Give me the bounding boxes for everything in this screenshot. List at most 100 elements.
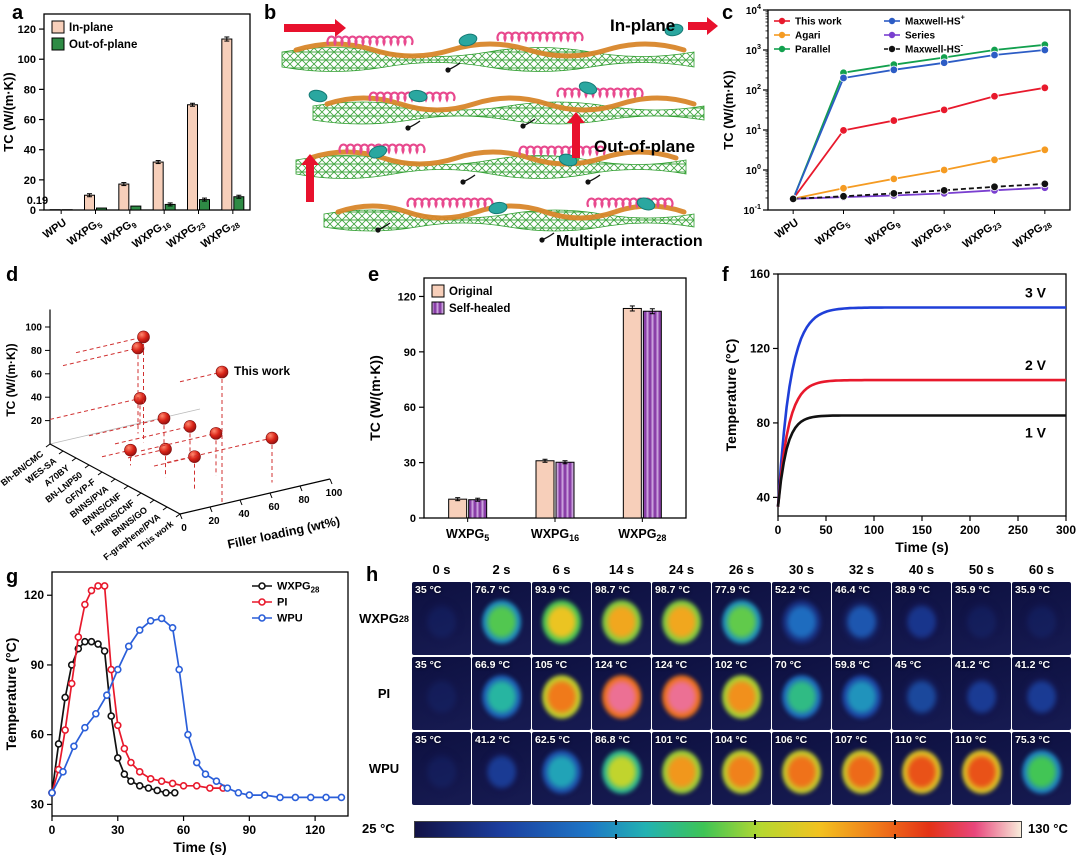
- thermal-cell: 105 °C: [532, 657, 591, 730]
- thermal-blob: [839, 748, 884, 797]
- thermal-blob: [719, 748, 764, 797]
- row-label: PI: [377, 686, 391, 701]
- x-tick-label: 0: [49, 823, 56, 837]
- y-tick-label: 80: [24, 84, 36, 96]
- temperature-label: 45 °C: [895, 659, 922, 671]
- z-tick-label: 60: [31, 369, 43, 380]
- colorbar-tick: [894, 834, 897, 839]
- data-point: [889, 189, 899, 198]
- row-label: WXPG 28: [359, 611, 409, 626]
- thermal-cell: 35.9 °C: [952, 582, 1011, 655]
- panel-f-line-chart: 0 50 100 150 200 250 300 40 80 120 160 Time (s) Temp…: [720, 262, 1080, 562]
- thermal-blob: [779, 748, 824, 797]
- data-point: [184, 730, 192, 739]
- data-point: [61, 693, 69, 702]
- interaction-dot: [585, 179, 591, 185]
- data-point: [209, 427, 223, 440]
- thermal-cell: 59.8 °C: [832, 657, 891, 730]
- time-label: 2 s: [492, 562, 511, 577]
- thermal-cell: 93.9 °C: [532, 582, 591, 655]
- data-point: [120, 744, 129, 753]
- data-point: [206, 784, 214, 792]
- pink-coil: [556, 87, 644, 99]
- thermal-cell: 104 °C: [712, 732, 771, 805]
- series-label: 1 V: [1025, 424, 1047, 440]
- x-tick-label: WXPG28: [199, 216, 242, 252]
- data-point: [113, 754, 122, 762]
- z-tick-label: 80: [31, 346, 43, 357]
- row-label: WPU: [368, 761, 400, 776]
- y-tick-label: 90: [404, 347, 416, 359]
- line-chart-svg: 0 50 100 150 200 250 300 40 80 120 160 Time (s) Temp…: [723, 267, 1076, 555]
- thermal-cell: 98.7 °C: [652, 582, 711, 655]
- y-tick-label: 20: [24, 175, 36, 187]
- plot-frame: [767, 9, 1071, 211]
- polymer-fiber: [324, 95, 697, 113]
- y-tick-label: 100: [746, 162, 761, 177]
- y-tick-label: 40: [757, 490, 771, 504]
- data-point: [127, 758, 135, 767]
- y-axis-label: Temperature (°C): [723, 339, 739, 452]
- temperature-label: 102 °C: [715, 659, 748, 671]
- thermal-cell: 77.9 °C: [712, 582, 771, 655]
- y-tick-label: 60: [31, 728, 45, 742]
- data-point: [127, 777, 135, 785]
- thermal-blob: [479, 748, 524, 797]
- bar: [221, 38, 233, 211]
- y-axis-label: Temperature (°C): [3, 638, 19, 751]
- time-label: 60 s: [1028, 562, 1055, 577]
- y-tick-label: 120: [750, 341, 770, 355]
- interaction-dot: [539, 237, 545, 243]
- data-point: [92, 709, 100, 718]
- temperature-label: 77.9 °C: [715, 584, 751, 596]
- data-point: [135, 768, 144, 776]
- panel-g-line-chart: 0 30 60 90 120 30 60 90 120 Time (s) Temperature (…: [0, 562, 360, 862]
- panel-label-c: c: [722, 2, 734, 24]
- legend-swatch: [431, 301, 445, 315]
- thermal-blob: [719, 598, 764, 647]
- thermal-blob: [479, 673, 524, 722]
- thermal-blob: [659, 673, 704, 722]
- y-tick-label: 30: [31, 797, 45, 811]
- x-tick-label: 250: [1008, 523, 1028, 537]
- series-line: [792, 86, 1045, 200]
- panel-label-a: a: [12, 2, 24, 24]
- x-tick-label: 50: [819, 523, 833, 537]
- data-point: [939, 105, 949, 115]
- x-tick-label: WXPG16: [910, 216, 953, 252]
- y-tick-label: 0: [30, 205, 36, 217]
- legend-marker: [258, 598, 266, 606]
- thermal-cell: 38.9 °C: [892, 582, 951, 655]
- thermal-cell: 101 °C: [652, 732, 711, 805]
- thermal-blob: [539, 748, 584, 797]
- temperature-label: 75.3 °C: [1015, 734, 1051, 746]
- x-tick-label: 30: [111, 823, 125, 837]
- legend-label: Maxwell-HS+: [905, 13, 965, 28]
- crosslink-ellipse: [458, 33, 478, 47]
- data-point: [74, 633, 83, 641]
- data-point: [54, 740, 63, 748]
- interaction-dot: [405, 125, 411, 131]
- interaction-dot: [445, 67, 451, 73]
- panel-label-e: e: [368, 264, 380, 286]
- data-point: [87, 637, 96, 646]
- data-point: [48, 788, 56, 797]
- legend-label: WPU: [277, 613, 303, 625]
- pink-coil: [326, 35, 414, 47]
- data-point: [1040, 45, 1050, 55]
- data-point: [113, 721, 122, 730]
- legend-label: Parallel: [795, 45, 831, 56]
- z-tick-label: 100: [25, 323, 42, 334]
- legend-label: This work: [795, 17, 842, 28]
- y-axis-label: TC (W/(m·K)): [721, 70, 736, 149]
- temperature-label: 105 °C: [535, 659, 568, 671]
- interaction-dot: [460, 179, 466, 185]
- y-tick-label: 10-1: [743, 202, 761, 217]
- filler-tick-label: 60: [268, 502, 280, 513]
- data-point: [81, 637, 89, 646]
- temperature-label: 93.9 °C: [535, 584, 571, 596]
- legend-label: Original: [449, 286, 492, 298]
- data-point: [245, 791, 254, 799]
- data-point: [276, 793, 284, 802]
